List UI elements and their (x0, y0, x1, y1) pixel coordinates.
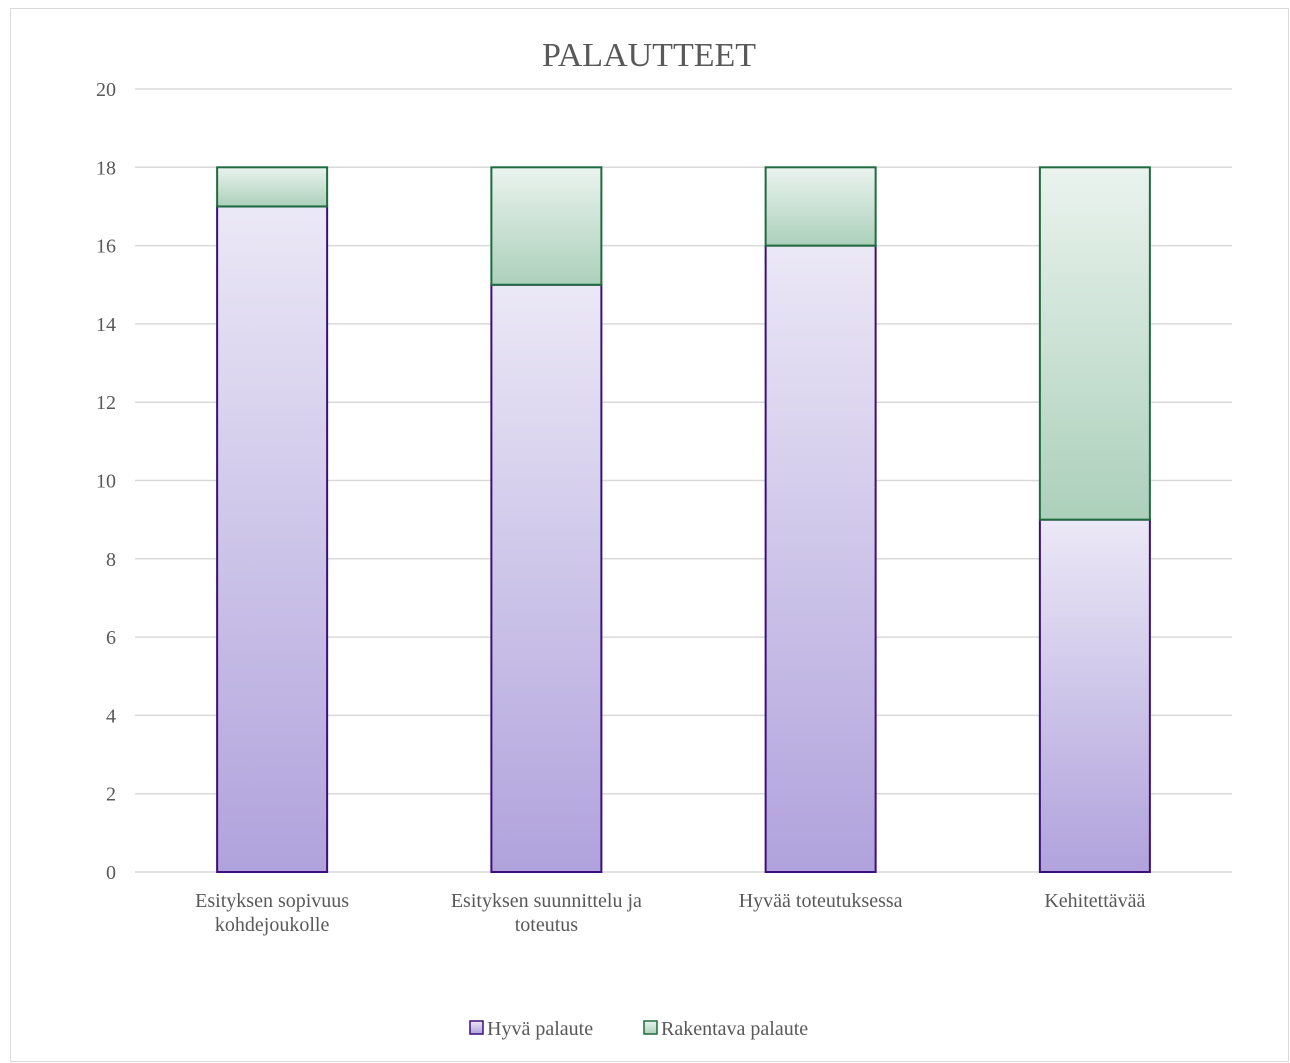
bars (216, 166, 1151, 874)
y-tick-label: 4 (106, 705, 116, 727)
bar-hyva-3 (1038, 518, 1151, 874)
bar-hyva-0 (216, 205, 329, 873)
y-tick-label: 10 (96, 471, 116, 493)
x-tick-label: Kehitettävää (1044, 890, 1145, 912)
x-tick-label: kohdejoukolle (215, 914, 330, 936)
bar-hyva-1 (490, 283, 603, 873)
chart-title: PALAUTTEET (542, 37, 756, 74)
bar-rakentava-1 (490, 166, 603, 286)
legend-swatch (469, 1020, 484, 1035)
y-tick-label: 8 (106, 549, 116, 571)
bar-rakentava-3 (1038, 166, 1151, 521)
x-tick-label: toteutus (515, 914, 579, 936)
x-tick-label: Esityksen sopivuus (195, 890, 349, 912)
legend-swatch (643, 1020, 658, 1035)
legend-label: Rakentava palaute (661, 1018, 808, 1040)
y-tick-label: 14 (96, 314, 116, 336)
y-tick-label: 16 (96, 236, 116, 258)
y-tick-label: 12 (96, 392, 116, 414)
bar-hyva-2 (764, 244, 877, 874)
y-tick-label: 2 (106, 784, 116, 806)
y-tick-label: 6 (106, 627, 116, 649)
x-tick-label: Esityksen suunnittelu ja (451, 890, 642, 912)
x-tick-label: Hyvää toteutuksessa (739, 890, 903, 912)
bar-rakentava-2 (764, 166, 877, 247)
y-tick-label: 20 (96, 79, 116, 101)
legend-label: Hyvä palaute (487, 1018, 593, 1040)
y-tick-label: 0 (106, 862, 116, 884)
y-axis-ticks: 0 2 4 6 8 10 12 14 16 18 20 (96, 79, 116, 884)
bar-rakentava-0 (216, 166, 329, 208)
y-tick-label: 18 (96, 157, 116, 179)
legend: Hyvä palaute Rakentava palaute (469, 1018, 808, 1040)
